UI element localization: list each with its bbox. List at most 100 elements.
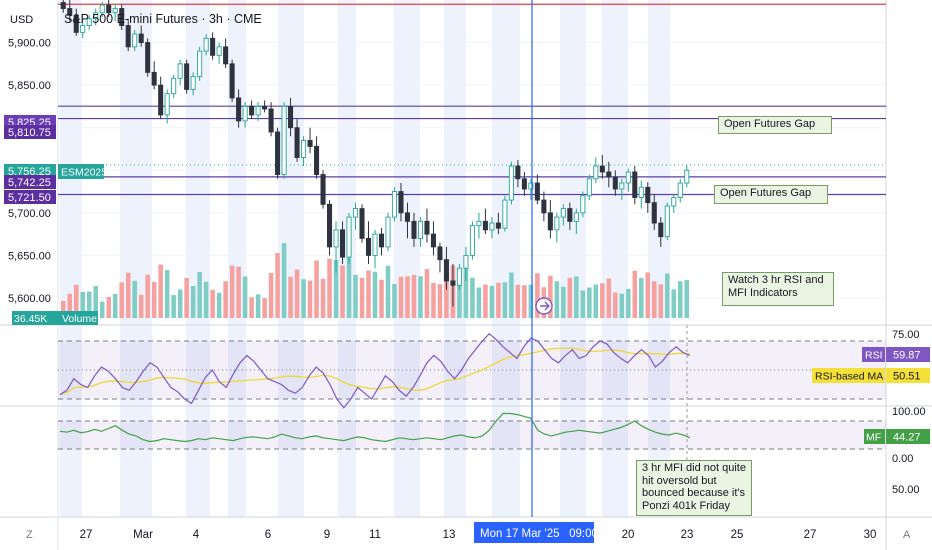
candle	[671, 194, 677, 213]
auto-scale-toggle[interactable]: A	[903, 529, 911, 541]
price-label-5721: 5,721.50	[4, 190, 56, 204]
volume-bar	[262, 298, 267, 318]
rsi-ma-value-tag[interactable]: RSI-based MA 50.51	[812, 368, 930, 383]
candle	[547, 200, 553, 239]
volume-bar	[398, 276, 404, 318]
volume-bar	[275, 253, 280, 318]
svg-text:ESM2025: ESM2025	[61, 167, 107, 179]
candle	[664, 202, 670, 241]
annotation-mfi-note[interactable]: 3 hr MFI did not quite hit oversold but …	[636, 460, 752, 516]
time-axis[interactable]: 27 Mar 4 6 9 11 13 20 23 25 27 30	[80, 529, 877, 541]
session-band	[120, 0, 152, 517]
rsi-line[interactable]	[59, 332, 691, 409]
svg-text:5,721.50: 5,721.50	[8, 192, 51, 204]
candle	[502, 195, 508, 232]
candle	[132, 29, 138, 52]
candle	[262, 100, 268, 113]
candle	[190, 72, 196, 96]
candle	[567, 202, 573, 230]
volume-bar	[437, 284, 443, 318]
time-tick-label: 4	[193, 529, 200, 541]
rsi-ma-line[interactable]	[59, 347, 691, 396]
mfi-value-tag[interactable]: MF 44.27	[864, 429, 930, 444]
candle	[560, 204, 566, 226]
candle	[437, 242, 443, 273]
candle	[612, 170, 618, 196]
rsi-band-fill	[58, 341, 886, 399]
svg-text:Mon 17 Mar '25 09:00: Mon 17 Mar '25 09:00	[480, 528, 598, 540]
svg-text:59.87: 59.87	[893, 350, 921, 362]
mfi-line[interactable]	[59, 412, 691, 443]
horizontal-levels[interactable]	[58, 3, 886, 196]
currency-label[interactable]: USD	[10, 14, 33, 26]
candle	[301, 136, 307, 167]
annotation-rsi-mfi[interactable]: Watch 3 hr RSI and MFI Indicators	[722, 272, 834, 306]
log-scale-toggle[interactable]: Z	[26, 529, 33, 541]
volume-bar	[242, 276, 248, 318]
volume-bar	[645, 272, 651, 318]
candle	[339, 221, 346, 264]
candle	[106, 0, 112, 18]
price-label-5742: 5,742.25	[4, 175, 56, 189]
candlestick-series[interactable]	[60, 0, 690, 307]
candle	[632, 166, 638, 205]
volume-bar	[255, 294, 261, 318]
candle	[80, 21, 86, 39]
candle	[482, 208, 488, 235]
annotation-gap-1[interactable]: Open Futures Gap	[718, 116, 832, 134]
volume-bar	[60, 301, 66, 318]
volume-bar	[151, 281, 157, 318]
candle	[378, 228, 385, 256]
svg-text:36.45K: 36.45K	[14, 313, 47, 325]
candle	[508, 161, 514, 205]
candle	[534, 174, 540, 205]
volume-bar	[307, 280, 313, 318]
candle	[184, 59, 190, 94]
chart-title[interactable]: S&P 500 E-mini Futures · 3h · CME	[64, 12, 262, 26]
replay-marker-icon[interactable]	[535, 297, 553, 315]
session-band	[186, 0, 210, 517]
volume-bar	[249, 297, 254, 318]
time-tick-label: 23	[681, 529, 694, 541]
candle	[249, 100, 255, 120]
candle	[450, 263, 456, 307]
volume-bar	[522, 285, 527, 318]
price-label-5810: 5,810.75	[4, 125, 56, 139]
volume-bar	[229, 265, 235, 318]
volume-bar	[613, 292, 618, 318]
candle	[411, 212, 417, 247]
volume-bar	[346, 254, 352, 318]
volume-bar	[145, 274, 150, 318]
time-tick-label: 27	[804, 529, 817, 541]
volume-bar	[639, 277, 644, 318]
candle	[359, 204, 365, 243]
candle	[288, 97, 294, 137]
candle	[554, 212, 560, 243]
candle	[417, 217, 423, 247]
symbol-tag[interactable]: ESM2025	[58, 164, 107, 179]
candle	[625, 168, 631, 192]
rsi-value-tag[interactable]: RSI 59.87	[862, 347, 930, 362]
price-tick-label: 5,700.00	[8, 208, 51, 220]
volume-bar	[652, 281, 657, 318]
mfi-tick-100: 100.00	[892, 406, 926, 418]
candle	[314, 136, 320, 179]
time-tick-label: 6	[265, 529, 271, 541]
volume-bar	[301, 279, 306, 318]
mfi-tick-0: 0.00	[892, 453, 913, 465]
svg-text:5,742.25: 5,742.25	[8, 177, 51, 189]
session-band	[648, 0, 670, 517]
candle	[125, 18, 131, 52]
candle	[203, 34, 209, 56]
volume-tag[interactable]: 36.45K Volume	[12, 311, 98, 325]
volume-bar	[470, 277, 475, 318]
volume-bar	[515, 284, 521, 318]
volume-bar	[125, 272, 131, 318]
volume-bar	[119, 282, 124, 318]
volume-bar	[554, 281, 560, 318]
volume-bar	[184, 278, 189, 318]
volume-bar	[632, 270, 638, 318]
annotation-gap-2[interactable]: Open Futures Gap	[714, 185, 828, 204]
volume-bar	[593, 284, 599, 318]
